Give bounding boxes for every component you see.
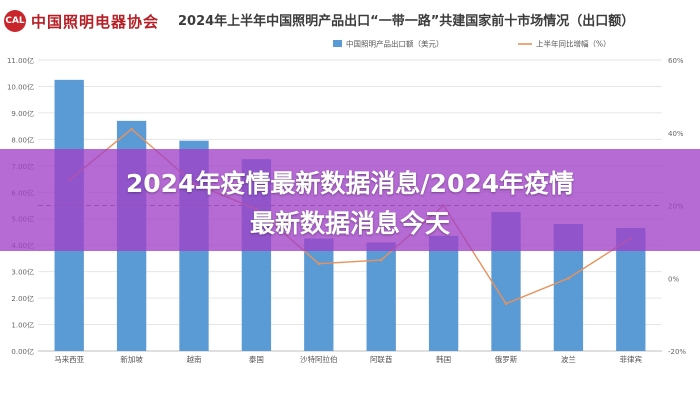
y-right-tick-label: 60% <box>668 57 684 65</box>
x-tick-label: 韩国 <box>436 354 451 364</box>
logo-text: 中国照明电器协会 <box>31 12 160 31</box>
line-point <box>317 262 321 266</box>
y-left-tick-label: 0.00亿 <box>11 347 34 356</box>
line-point <box>504 302 508 306</box>
y-left-tick-label: 10.00亿 <box>7 82 34 91</box>
overlay-headline-line1: 2024年疫情最新数据消息/2024年疫情 <box>125 169 575 198</box>
logo: CAL 中国照明电器协会 <box>4 8 159 34</box>
y-right-tick-label: 40% <box>668 130 684 138</box>
x-tick-label: 马来西亚 <box>54 355 84 364</box>
logo-mark-icon: CAL <box>4 10 26 32</box>
x-tick-label: 沙特阿拉伯 <box>300 354 338 364</box>
line-point <box>379 258 383 262</box>
legend-label-line: 上半年同比增幅（%） <box>536 39 611 49</box>
x-tick-label: 越南 <box>187 354 202 364</box>
x-tick-label: 菲律宾 <box>620 354 643 364</box>
legend-label-bar: 中国照明产品出口额（美元） <box>346 39 444 49</box>
legend-swatch-bar <box>333 40 342 47</box>
x-tick-label: 阿联酋 <box>370 354 393 364</box>
x-tick-label: 俄罗斯 <box>495 354 518 364</box>
overlay-headline-line2: 最新数据消息今天 <box>249 209 450 238</box>
y-left-tick-label: 11.00亿 <box>7 56 34 65</box>
y-right-tick-label: 0% <box>668 275 679 283</box>
y-left-tick-label: 2.00亿 <box>11 294 34 303</box>
bar <box>304 238 334 351</box>
y-left-tick-label: 3.00亿 <box>11 268 34 277</box>
chart-title: 2024年上半年中国照明产品出口“一带一路”共建国家前十市场情况（出口额） <box>178 14 635 29</box>
bar <box>428 235 459 351</box>
x-tick-label: 波兰 <box>561 354 576 364</box>
y-left-tick-label: 1.00亿 <box>11 321 34 330</box>
y-left-tick-label: 8.00亿 <box>11 135 34 144</box>
line-point <box>567 276 570 280</box>
y-left-tick-label: 9.00亿 <box>11 109 34 118</box>
overlay-banner <box>0 149 700 251</box>
line-point <box>130 127 133 131</box>
x-tick-label: 泰国 <box>249 354 264 364</box>
y-right-tick-label: -20% <box>668 348 686 356</box>
x-tick-label: 新加坡 <box>120 354 143 364</box>
